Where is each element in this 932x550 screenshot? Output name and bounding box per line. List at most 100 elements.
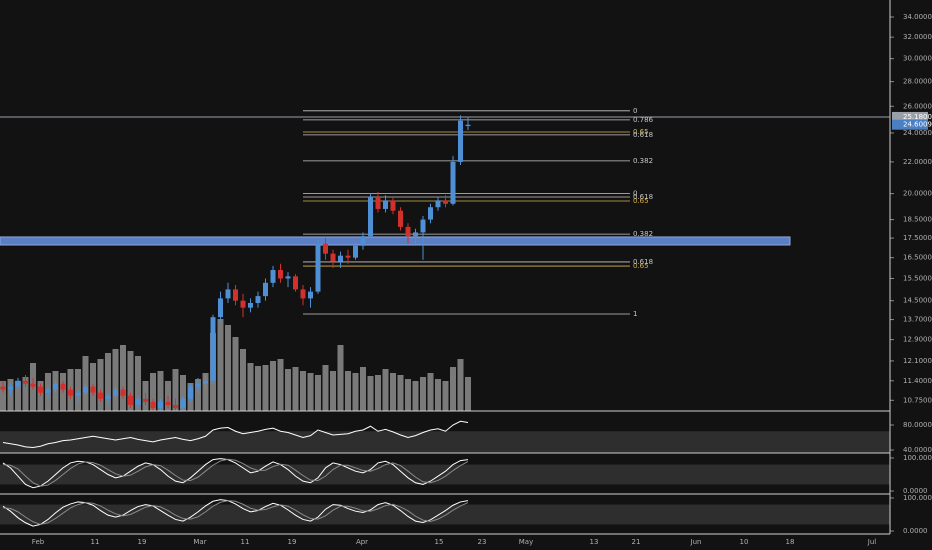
candle-body bbox=[390, 200, 396, 211]
candle-body bbox=[15, 380, 21, 387]
y-tick-label: 15.5000 bbox=[903, 274, 932, 282]
candle-body bbox=[450, 161, 456, 204]
volume-bar bbox=[420, 377, 426, 411]
fib-label: 0.618 bbox=[633, 258, 653, 266]
fib-label: 0 bbox=[633, 190, 637, 198]
volume-bar bbox=[322, 365, 329, 411]
volume-bar bbox=[195, 379, 201, 411]
volume-bar bbox=[397, 375, 404, 411]
x-tick-label: May bbox=[519, 538, 533, 546]
zone bbox=[0, 236, 791, 246]
y-tick-label: 28.0000 bbox=[903, 78, 932, 86]
x-tick-label: 10 bbox=[740, 538, 749, 546]
volume-bar bbox=[375, 375, 381, 411]
volume-bar bbox=[157, 371, 164, 411]
volume-bar bbox=[180, 375, 186, 411]
volume-bar bbox=[172, 369, 179, 411]
x-tick-label: 11 bbox=[241, 538, 250, 546]
fib-label: 0.382 bbox=[633, 157, 653, 165]
band bbox=[0, 504, 890, 525]
volume-bar bbox=[232, 337, 239, 411]
price-label: 25.1800 bbox=[903, 113, 932, 121]
candle-body bbox=[0, 386, 6, 390]
x-tick-label: Mar bbox=[193, 538, 206, 546]
volume-bar bbox=[360, 367, 366, 411]
x-tick-label: Jul bbox=[867, 538, 877, 546]
volume-bar bbox=[247, 363, 254, 411]
candle-body bbox=[435, 200, 441, 208]
volume-bar bbox=[112, 349, 119, 411]
volume-bar bbox=[367, 376, 374, 411]
fib-label: 0.65 bbox=[633, 262, 649, 270]
volume-bar bbox=[255, 366, 261, 411]
volume-bar bbox=[225, 325, 231, 411]
fib-label: 0.618 bbox=[633, 131, 653, 139]
volume-bar bbox=[240, 349, 246, 411]
y-tick-label: 14.5000 bbox=[903, 297, 932, 305]
candle-body bbox=[225, 289, 231, 299]
y-tick-label: 0.0000 bbox=[903, 527, 928, 535]
candle-body bbox=[210, 317, 216, 381]
volume-bar bbox=[22, 377, 29, 411]
volume-bar bbox=[465, 377, 471, 411]
volume-bar bbox=[435, 379, 441, 411]
y-tick-label: 20.0000 bbox=[903, 190, 932, 198]
candle-body bbox=[23, 380, 28, 384]
volume-bar bbox=[135, 356, 141, 411]
volume-bar bbox=[127, 351, 134, 411]
indicator-line bbox=[2, 458, 469, 487]
y-tick-label: 100.0000 bbox=[903, 454, 932, 462]
candle-body bbox=[270, 270, 276, 283]
candle-body bbox=[105, 395, 111, 399]
candle-body bbox=[60, 383, 66, 390]
y-tick-label: 100.0000 bbox=[903, 494, 932, 502]
volume-bar bbox=[0, 381, 6, 411]
y-tick-label: 17.5000 bbox=[903, 234, 932, 242]
candle-body bbox=[68, 389, 73, 396]
candle-body bbox=[255, 296, 261, 303]
volume-bar bbox=[97, 359, 104, 411]
candle-body bbox=[218, 298, 223, 318]
y-tick-label: 13.7000 bbox=[903, 316, 932, 324]
volume-bar bbox=[352, 373, 359, 411]
x-tick-label: 18 bbox=[786, 538, 795, 546]
candle-body bbox=[240, 300, 246, 308]
candle-body bbox=[300, 289, 306, 299]
volume-bar bbox=[405, 379, 411, 411]
candle-body bbox=[465, 124, 471, 127]
volume-bar bbox=[457, 359, 464, 411]
y-tick-label: 11.4000 bbox=[903, 377, 932, 385]
candle-body bbox=[443, 200, 448, 204]
candle-body bbox=[143, 398, 148, 402]
candle-body bbox=[150, 401, 156, 409]
y-tick-label: 12.9000 bbox=[903, 336, 932, 344]
x-tick-label: 19 bbox=[288, 538, 297, 546]
volume-bar bbox=[150, 373, 156, 411]
y-tick-label: 0.0000 bbox=[903, 487, 928, 495]
volume-bar bbox=[382, 369, 389, 411]
volume-bar bbox=[442, 381, 449, 411]
x-tick-label: 11 bbox=[91, 538, 100, 546]
last-price-label: 24.6009 bbox=[903, 121, 932, 129]
y-tick-label: 34.0000 bbox=[903, 13, 932, 21]
candle-body bbox=[263, 282, 268, 297]
candle-body bbox=[458, 120, 463, 162]
volume-bar bbox=[300, 371, 306, 411]
x-tick-label: 19 bbox=[138, 538, 147, 546]
volume-bar bbox=[315, 375, 321, 411]
volume-bar bbox=[277, 359, 284, 411]
volume-bar bbox=[292, 367, 299, 411]
volume-bar bbox=[217, 319, 224, 411]
candle-body bbox=[248, 302, 253, 308]
candle-body bbox=[293, 276, 298, 290]
volume-bar bbox=[202, 373, 209, 411]
candle-body bbox=[330, 253, 336, 262]
candle-body bbox=[8, 386, 13, 390]
volume-bar bbox=[390, 373, 396, 411]
candle-body bbox=[113, 389, 118, 396]
indicator-line bbox=[2, 500, 469, 525]
x-tick-label: 23 bbox=[478, 538, 487, 546]
candle-body bbox=[278, 270, 283, 279]
x-tick-label: 15 bbox=[435, 538, 444, 546]
candle-body bbox=[353, 245, 358, 258]
